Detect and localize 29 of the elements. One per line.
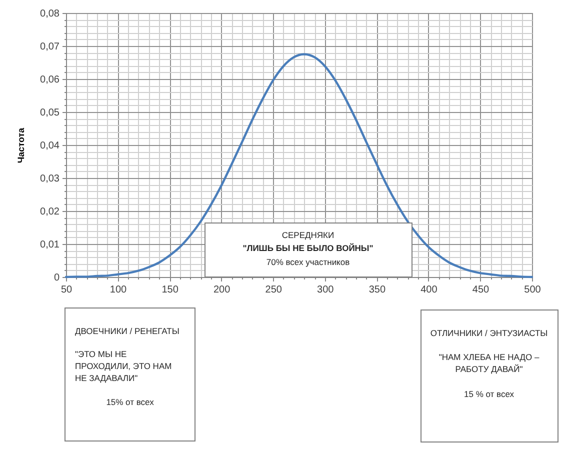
text: "ЭТО МЫ НЕ ПРОХОДИЛИ, ЭТО НАМ НЕ ЗАДАВАЛИ": [75, 349, 172, 383]
x-tick-label: 500: [524, 284, 542, 296]
y-tick-label: 0,03: [40, 174, 60, 184]
y-tick-label: 0,05: [40, 108, 60, 118]
x-tick-label: 200: [213, 284, 231, 296]
x-tick-label: 450: [472, 284, 490, 296]
x-tick-label: 150: [162, 284, 179, 296]
text: 15 % от всех: [464, 389, 515, 399]
annotation: "ЛИШЬ БЫ НЕ БЫЛО ВОЙНЫ": [242, 243, 374, 253]
x-tick-label: 400: [420, 284, 438, 296]
y-tick-label: 0,06: [40, 74, 60, 86]
y-tick-label: 0: [54, 272, 60, 284]
annotation: 70% всех участников: [266, 257, 350, 267]
x-tick-label: 250: [265, 284, 282, 296]
y-tick-label: 0,08: [40, 8, 60, 20]
x-tick-label: 300: [317, 284, 334, 296]
text: ДВОЕЧНИКИ / РЕНЕГАТЫ: [75, 326, 180, 336]
annotation: СЕРЕДНЯКИ: [282, 230, 334, 240]
y-tick-label: 0,02: [40, 206, 60, 218]
x-tick-label: 350: [368, 284, 386, 296]
x-tick-label: 100: [110, 284, 128, 296]
y-tick-label: 0,04: [40, 140, 60, 152]
text: ОТЛИЧНИКИ / ЭНТУЗИАСТЫ: [430, 328, 548, 338]
text: "НАМ ХЛЕБА НЕ НАДО – РАБОТУ ДАВАЙ": [438, 352, 540, 374]
y-tick-label: 0,07: [40, 42, 60, 52]
y-tick-label: 0,01: [40, 240, 60, 250]
x-tick-label: 50: [60, 284, 72, 296]
text: 15% от всех: [106, 397, 155, 407]
y-axis-title: Частота: [16, 126, 26, 164]
